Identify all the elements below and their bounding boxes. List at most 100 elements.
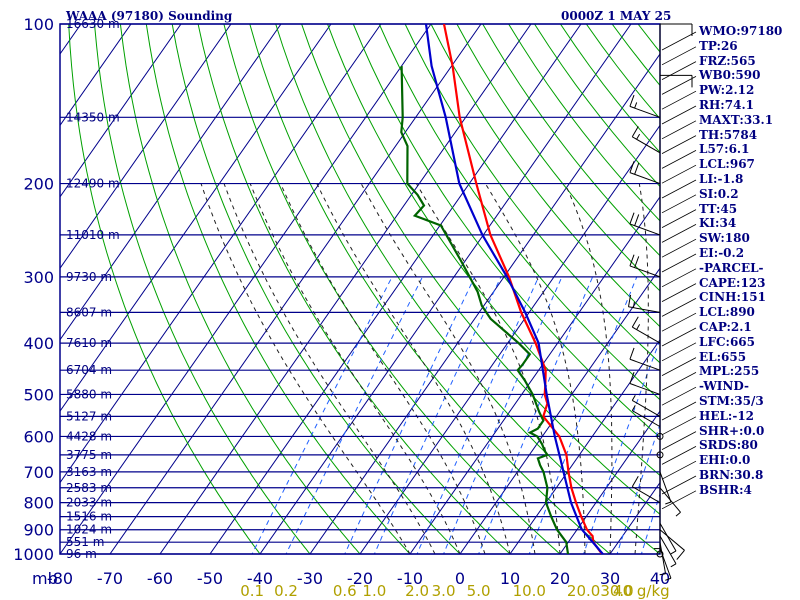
mixing-ratio-line: [416, 276, 540, 554]
stat-line: TH:5784: [699, 127, 758, 142]
isotherm-line: [60, 24, 232, 270]
moist-adiabat-line: [316, 183, 511, 554]
stat-leader-line: [661, 253, 697, 273]
stats-panel: WMO:97180 TP:26 FRZ:565 WB0:590 PW:2.12 RH:74…: [699, 24, 782, 498]
wind-barb-shaft: [632, 399, 661, 417]
stat-leader-line: [661, 164, 697, 184]
stat-line: KI:34: [699, 216, 737, 231]
mixing-ratio-label: 0.2: [274, 582, 298, 600]
mixing-ratio-line: [616, 422, 660, 554]
moist-adiabat-line: [659, 549, 660, 554]
height-label: 6704 m: [66, 363, 112, 377]
height-label: 12490 m: [66, 177, 120, 191]
height-label: 11010 m: [66, 228, 120, 242]
mixing-ratio-line: [478, 276, 594, 554]
stat-leader-line: [661, 46, 697, 66]
mixing-ratio-label: 0.1: [240, 582, 264, 600]
wind-barb-half-feather: [632, 301, 635, 308]
stat-leader-line: [661, 31, 697, 51]
stat-line: SI:0.2: [699, 186, 739, 201]
stat-line: MPL:255: [699, 364, 760, 379]
temperature-label: 20: [550, 569, 570, 588]
height-label: 2583 m: [66, 481, 112, 495]
dry-adiabat-line: [793, 24, 800, 565]
pressure-label: 300: [23, 268, 54, 287]
stat-leader-line: [661, 268, 697, 288]
stat-line: SW:180: [699, 231, 750, 246]
stat-leader-line: [661, 460, 697, 480]
moist-adiabat-line: [564, 183, 613, 554]
wind-barb-shaft: [632, 486, 661, 504]
pressure-label: 1000: [13, 545, 54, 564]
height-label: 1516 m: [66, 510, 112, 524]
mixing-ratio-label: 5.0: [467, 582, 491, 600]
pressure-unit-label: mb: [32, 569, 58, 588]
wind-barb-shaft: [632, 410, 661, 428]
pressure-label: 900: [23, 521, 54, 540]
calm-wind-circle: [656, 550, 664, 558]
stat-line: BRN:30.8: [699, 467, 764, 482]
sounding-time: 0000Z 1 MAY 25: [561, 9, 672, 23]
height-label: 4428 m: [66, 429, 112, 443]
wind-barb-half-feather: [670, 550, 677, 555]
height-label: 16630 m: [66, 17, 120, 31]
temperature-profile: [442, 24, 604, 554]
height-label: 7610 m: [66, 336, 112, 350]
pressure-label: 700: [23, 463, 54, 482]
wind-barb-shaft: [632, 136, 661, 154]
mixing-ratio-line: [583, 338, 660, 554]
stat-leader-line: [661, 431, 697, 450]
height-label: 8607 m: [66, 305, 112, 319]
stat-line: BSHR:4: [699, 482, 752, 497]
wind-barb-half-feather: [665, 577, 672, 581]
stat-leader-line: [661, 209, 697, 228]
wind-barb-half-feather: [659, 573, 666, 576]
moist-adiabat-line: [200, 183, 411, 554]
pressure-label: 400: [23, 334, 54, 353]
wind-barb-half-feather: [634, 102, 638, 109]
stat-leader-line: [661, 238, 697, 258]
mixing-ratio-label: 3.0: [432, 582, 456, 600]
stat-line: EHI:0.0: [699, 453, 751, 468]
stat-line: -WIND-: [699, 379, 749, 394]
stat-line: LCL:890: [699, 305, 755, 320]
isotherm-line: [0, 24, 31, 565]
parcel-profile: [424, 24, 605, 554]
stat-leader-line: [661, 386, 697, 406]
wind-barb-feather: [634, 162, 640, 175]
wind-barb-shaft: [659, 529, 685, 551]
dry-adiabat-line: [275, 24, 660, 554]
stat-line: LCL:967: [699, 157, 755, 172]
dry-adiabat-line: [119, 24, 361, 554]
temperature-label: -70: [97, 569, 123, 588]
dewpoint-profile: [400, 65, 570, 554]
stat-leader-line: [661, 76, 697, 95]
stat-line: L57:6.1: [699, 142, 750, 157]
stat-leader-line: [661, 224, 697, 243]
stat-leader-line: [661, 283, 697, 302]
temperature-label: -40: [247, 569, 273, 588]
profile-layer: [400, 24, 605, 554]
stat-leader-line: [661, 90, 697, 110]
mixing-ratio-line: [285, 276, 423, 554]
height-label: 2033 m: [66, 496, 112, 510]
temperature-label: -30: [297, 569, 323, 588]
mixing-ratio-label: 1.0: [362, 582, 386, 600]
height-label: 9730 m: [66, 270, 112, 284]
stat-line: SRDS:80: [699, 438, 758, 453]
dry-adiabat-line: [249, 24, 611, 554]
dry-adiabat-line: [430, 24, 660, 328]
isotherm-line: [209, 24, 582, 554]
dry-adiabat-line: [456, 24, 660, 292]
dry-adiabat-line: [301, 24, 660, 515]
stat-line: WMO:97180: [699, 24, 783, 38]
isotherm-line: [60, 24, 182, 198]
stat-line: FRZ:565: [699, 53, 756, 68]
stat-line: SHR+:0.0: [699, 423, 765, 438]
wind-barb-feather: [629, 254, 635, 267]
stat-line: EL:655: [699, 349, 747, 364]
stat-line: STM:35/3: [699, 393, 764, 408]
stat-leader-line: [661, 342, 697, 362]
stat-leader-line: [661, 446, 697, 465]
stat-leader-line: [661, 372, 697, 391]
